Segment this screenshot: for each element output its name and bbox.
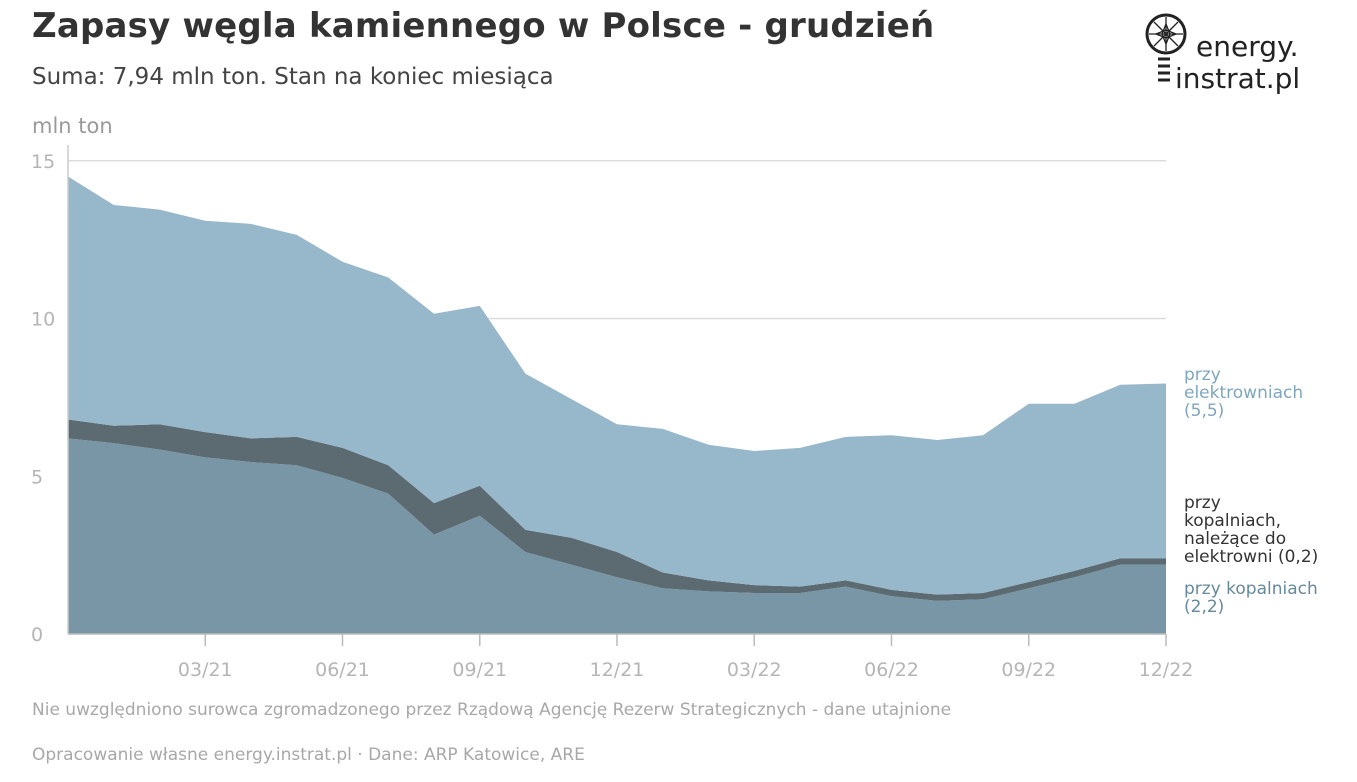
chart-title: Zapasy węgla kamiennego w Polsce - grudz… — [32, 6, 935, 46]
area-series-0 — [68, 438, 1166, 634]
x-tick-label: 09/22 — [1001, 659, 1056, 681]
instrat-logo-icon[interactable] — [1140, 8, 1330, 98]
x-tick-label: 03/21 — [178, 659, 233, 681]
area-series-2 — [68, 176, 1166, 595]
logo-text-instrat: instrat.pl — [1175, 62, 1301, 95]
y-tick-label: 5 — [31, 466, 43, 488]
x-tick-label: 12/21 — [590, 659, 645, 681]
chart-subtitle: Suma: 7,94 mln ton. Stan na koniec miesi… — [32, 64, 554, 90]
x-tick-label: 03/22 — [727, 659, 782, 681]
x-tick-label: 09/21 — [452, 659, 507, 681]
y-tick-label: 10 — [31, 309, 55, 331]
source-credit[interactable]: Opracowanie własne energy.instrat.pl · D… — [32, 745, 585, 765]
x-tick-label: 12/22 — [1139, 659, 1194, 681]
y-axis-unit: mln ton — [32, 114, 113, 138]
series-label-elektrownie: przy elektrowniach (5,5) — [1184, 365, 1304, 421]
x-tick-label: 06/21 — [315, 659, 370, 681]
series-label-kopalnie-elektrowni: przy kopalniach, należące do elektrowni … — [1184, 493, 1319, 567]
y-tick-label: 0 — [31, 624, 43, 646]
footnote: Nie uwzględniono surowca zgromadzonego p… — [32, 700, 952, 720]
y-tick-label: 15 — [31, 151, 55, 173]
area-series-1 — [68, 419, 1166, 601]
series-label-kopalnie: przy kopalniach (2,2) — [1184, 579, 1318, 617]
x-tick-label: 06/22 — [864, 659, 919, 681]
logo-text-energy: energy. — [1196, 30, 1299, 63]
